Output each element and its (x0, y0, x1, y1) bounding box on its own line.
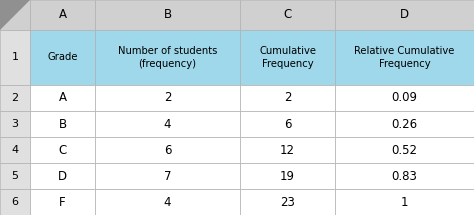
Bar (335, 163, 474, 189)
Text: 1: 1 (401, 195, 408, 209)
Text: C: C (283, 9, 292, 22)
Text: 0.52: 0.52 (392, 143, 418, 157)
Bar (95, 85, 240, 111)
Bar (240, 30, 335, 85)
Bar (30, 0, 95, 30)
Text: B: B (58, 118, 66, 131)
Text: 3: 3 (11, 119, 18, 129)
Text: C: C (58, 143, 67, 157)
Text: D: D (400, 9, 409, 22)
Bar (0, 137, 30, 163)
Text: 4: 4 (164, 118, 171, 131)
Text: D: D (58, 169, 67, 183)
Bar (30, 189, 95, 215)
Text: A: A (58, 92, 66, 104)
Bar (240, 85, 335, 111)
Text: Grade: Grade (47, 52, 78, 63)
Bar (240, 111, 335, 137)
Bar (95, 163, 240, 189)
Text: 5: 5 (11, 171, 18, 181)
Bar (95, 189, 240, 215)
Bar (240, 0, 335, 30)
Text: 2: 2 (164, 92, 171, 104)
Text: 6: 6 (164, 143, 171, 157)
Bar (0, 189, 30, 215)
Bar (95, 137, 240, 163)
Bar (335, 85, 474, 111)
Bar (335, 137, 474, 163)
Text: 0.09: 0.09 (392, 92, 418, 104)
Text: 23: 23 (280, 195, 295, 209)
Text: 19: 19 (280, 169, 295, 183)
Bar (335, 111, 474, 137)
Text: 4: 4 (164, 195, 171, 209)
Bar (0, 0, 30, 30)
Bar (0, 30, 30, 85)
Text: 0.26: 0.26 (392, 118, 418, 131)
Bar (30, 137, 95, 163)
Text: 6: 6 (11, 197, 18, 207)
Bar (240, 189, 335, 215)
Text: 4: 4 (11, 145, 18, 155)
Bar (95, 111, 240, 137)
Bar (335, 0, 474, 30)
Bar (30, 30, 95, 85)
Text: 7: 7 (164, 169, 171, 183)
Bar (335, 30, 474, 85)
Bar (95, 30, 240, 85)
Bar (0, 163, 30, 189)
Text: 2: 2 (11, 93, 18, 103)
Text: F: F (59, 195, 66, 209)
Text: Relative Cumulative
Frequency: Relative Cumulative Frequency (354, 46, 455, 69)
Bar (0, 111, 30, 137)
Text: 1: 1 (11, 52, 18, 63)
Bar (335, 189, 474, 215)
Text: 2: 2 (284, 92, 291, 104)
Bar (0, 85, 30, 111)
Bar (95, 0, 240, 30)
Text: B: B (164, 9, 172, 22)
Bar (30, 85, 95, 111)
Text: 12: 12 (280, 143, 295, 157)
Text: 6: 6 (284, 118, 291, 131)
Polygon shape (0, 0, 30, 30)
Bar (240, 163, 335, 189)
Text: 0.83: 0.83 (392, 169, 418, 183)
Text: A: A (58, 9, 66, 22)
Bar (30, 111, 95, 137)
Text: Cumulative
Frequency: Cumulative Frequency (259, 46, 316, 69)
Bar (240, 137, 335, 163)
Bar (30, 163, 95, 189)
Text: Number of students
(frequency): Number of students (frequency) (118, 46, 217, 69)
